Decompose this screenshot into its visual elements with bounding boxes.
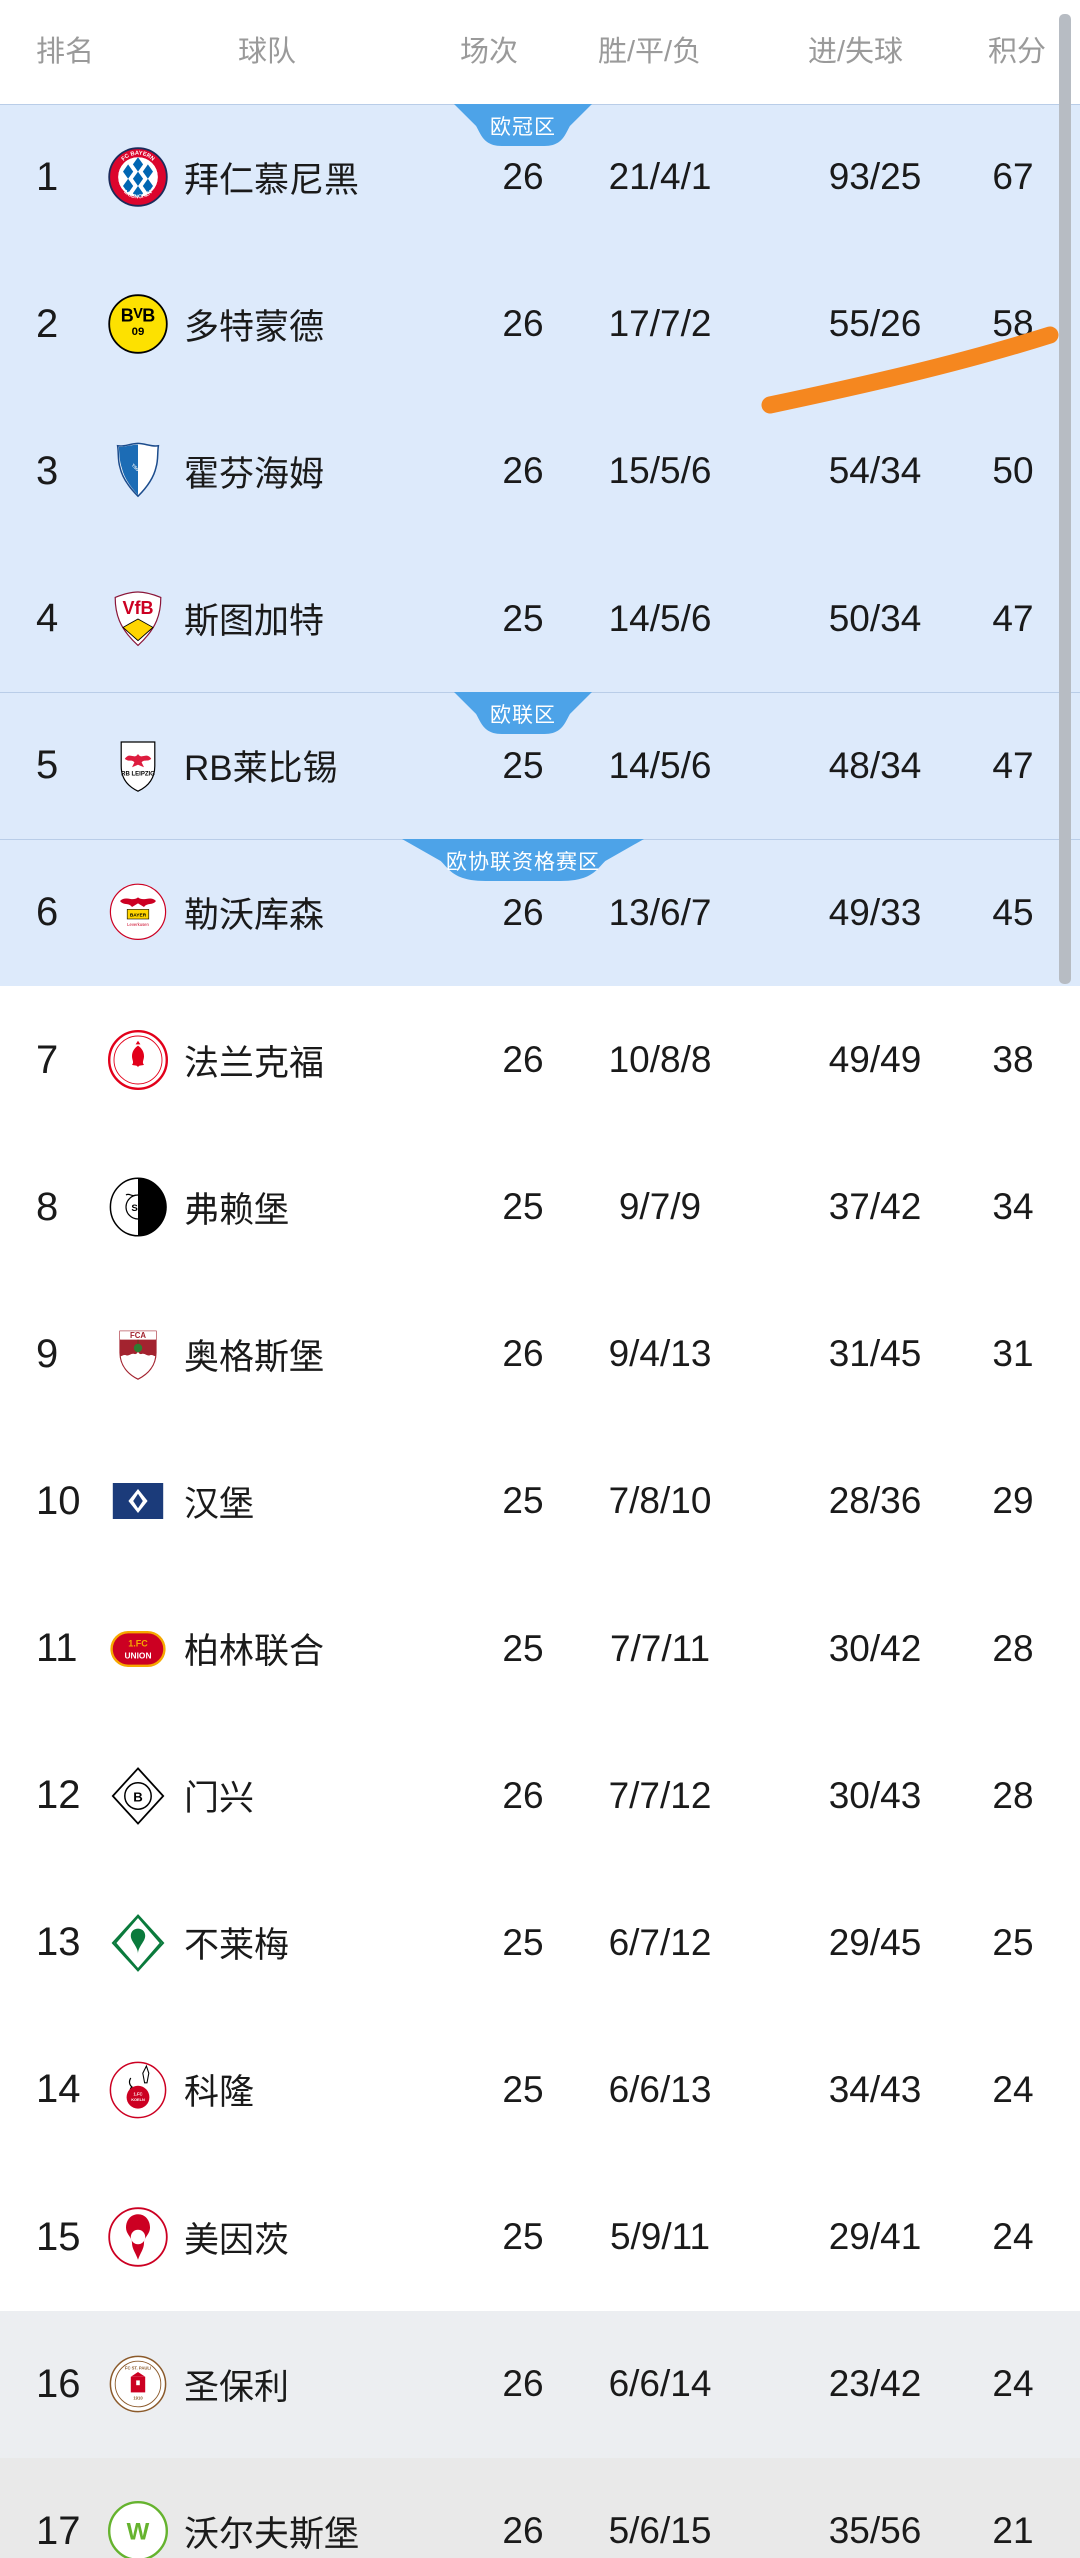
svg-text:V: V (133, 306, 143, 322)
svg-text:BAYER: BAYER (130, 912, 147, 918)
svg-text:1.FC: 1.FC (133, 2091, 142, 2096)
svg-text:B: B (133, 1789, 143, 1804)
svg-text:FC ST. PAULI: FC ST. PAULI (125, 2366, 151, 2371)
svg-text:W: W (127, 2519, 150, 2546)
svg-text:B: B (121, 306, 134, 326)
svg-text:1910: 1910 (133, 2396, 143, 2401)
svg-text:B: B (142, 306, 155, 326)
svg-text:KOELN: KOELN (131, 2097, 145, 2102)
svg-text:09: 09 (132, 326, 145, 338)
svg-text:1.FC: 1.FC (128, 1638, 148, 1648)
svg-text:UNION: UNION (124, 1650, 151, 1660)
svg-text:RB LEIPZIG: RB LEIPZIG (121, 771, 155, 777)
svg-text:VfB: VfB (123, 598, 154, 618)
svg-text:FCA: FCA (130, 1331, 146, 1340)
svg-text:Leverkusen: Leverkusen (127, 922, 149, 927)
svg-text:SC: SC (131, 1203, 144, 1214)
